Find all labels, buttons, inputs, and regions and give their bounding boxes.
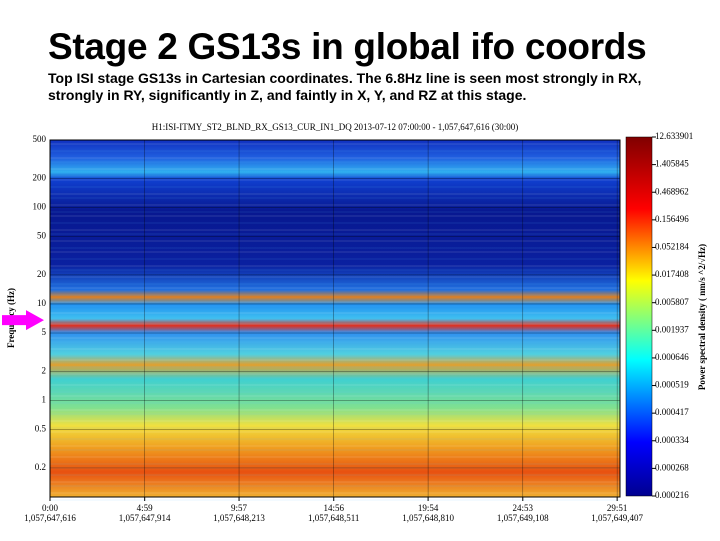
y-tick-label: 0.5 (35, 424, 47, 434)
y-tick-label: 20 (37, 269, 47, 279)
x-tick-label-gps: 1,057,648,213 (213, 513, 265, 523)
colorbar-label: Power spectral density ( nm/s ^2/√Hz) (697, 244, 707, 390)
y-tick-label: 10 (37, 298, 47, 308)
colorbar-tick-label: 0.000268 (655, 462, 689, 472)
colorbar-tick-label: 0.000334 (655, 435, 689, 445)
x-tick-label: 4:59 (137, 503, 154, 513)
colorbar-tick-label: 0.000417 (655, 407, 689, 417)
colorbar-tick-label: 0.001937 (655, 324, 689, 334)
y-tick-label: 200 (33, 172, 47, 182)
spectrogram-image (50, 140, 620, 497)
x-tick-label: 0:00 (42, 503, 59, 513)
chart-title: H1:ISI-ITMY_ST2_BLND_RX_GS13_CUR_IN1_DQ … (152, 122, 519, 132)
x-tick-label-gps: 1,057,647,914 (119, 513, 171, 523)
colorbar-tick-label: 0.000519 (655, 380, 689, 390)
x-tick-label: 14:56 (323, 503, 344, 513)
x-tick-label: 24:53 (513, 503, 534, 513)
marker-arrow (2, 310, 44, 331)
y-tick-label: 500 (33, 134, 47, 144)
x-tick-label-gps: 1,057,648,511 (308, 513, 359, 523)
x-tick-label: 19:54 (418, 503, 439, 513)
colorbar-tick-label: 0.468962 (655, 186, 689, 196)
colorbar-tick-label: 12.633901 (655, 131, 693, 141)
colorbar (625, 136, 653, 497)
slide-title: Stage 2 GS13s in global ifo coords (48, 26, 647, 67)
colorbar-tick-label: 0.017408 (655, 269, 689, 279)
slide-subtitle: Top ISI stage GS13s in Cartesian coordin… (48, 70, 642, 103)
x-tick-label-gps: 1,057,647,616 (24, 513, 76, 523)
x-tick-label-gps: 1,057,648,810 (402, 513, 454, 523)
x-tick-label-gps: 1,057,649,407 (591, 513, 643, 523)
colorbar-tick-label: 0.156496 (655, 214, 689, 224)
y-tick-label: 0.2 (35, 462, 46, 472)
colorbar-tick-label: 1.405845 (655, 159, 689, 169)
x-tick-label: 29:51 (607, 503, 628, 513)
colorbar-tick-label: 0.000216 (655, 490, 689, 500)
y-tick-label: 50 (37, 231, 47, 241)
y-tick-label: 100 (33, 202, 47, 212)
y-tick-label: 2 (42, 365, 47, 375)
colorbar-tick-label: 0.000646 (655, 352, 689, 362)
x-tick-label: 9:57 (231, 503, 248, 513)
y-tick-label: 5 (42, 327, 47, 337)
colorbar-tick-label: 0.052184 (655, 242, 689, 252)
plot-frame (49, 139, 621, 498)
colorbar-tick-label: 0.005807 (655, 297, 689, 307)
y-tick-label: 1 (42, 395, 47, 405)
x-tick-label-gps: 1,057,649,108 (497, 513, 549, 523)
